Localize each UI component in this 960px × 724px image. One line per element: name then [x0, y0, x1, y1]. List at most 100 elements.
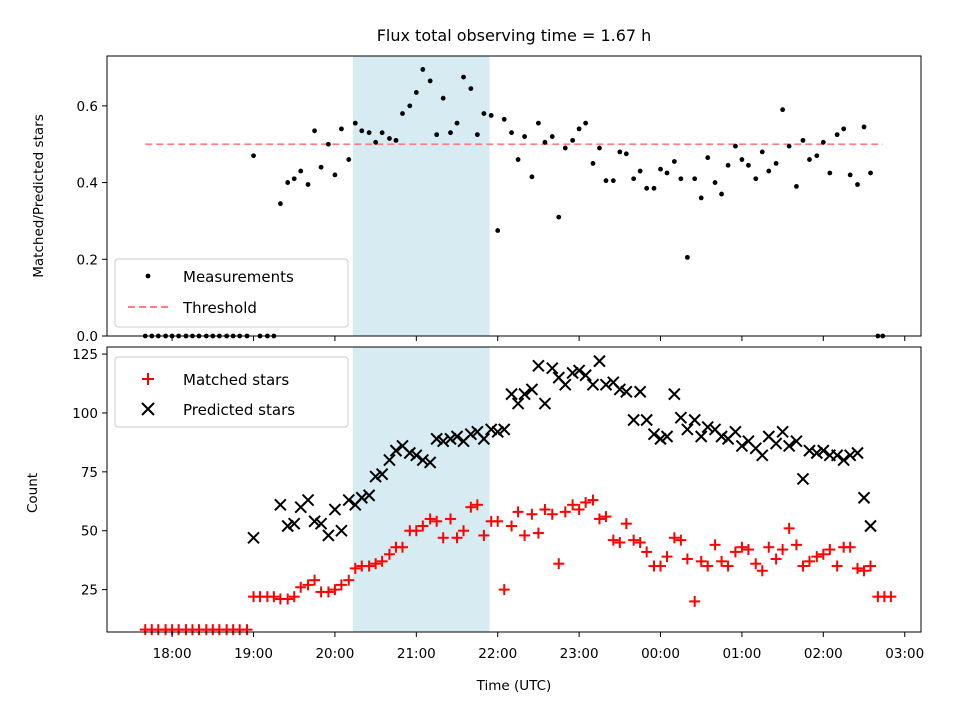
measurement-point: [583, 120, 589, 126]
measurement-point: [366, 130, 372, 136]
measurement-point: [597, 145, 602, 151]
measurement-point: [536, 120, 541, 126]
measurement-point: [698, 195, 704, 201]
matched-star-point: [437, 532, 449, 544]
bottom-x-tick-label: 03:00: [885, 646, 924, 662]
top-legend: Measurements Threshold: [114, 258, 349, 328]
top-y-tick-label: 0.4: [77, 176, 98, 192]
matched-star-point: [852, 562, 864, 574]
predicted-star-point: [579, 369, 592, 382]
predicted-star-point: [491, 425, 504, 439]
predicted-star-point: [403, 446, 417, 460]
bottom-legend-box: [114, 356, 349, 428]
matched-star-point: [628, 534, 640, 546]
measurement-point: [794, 184, 799, 189]
predicted-star-point: [593, 354, 606, 368]
matched-star-point: [417, 520, 429, 532]
matched-star-point: [349, 562, 361, 574]
matched-star-point: [675, 534, 687, 546]
bottom-x-tick-label: 18:00: [153, 646, 192, 662]
bottom-y-tick-label: 25: [81, 583, 98, 599]
measurement-point: [847, 172, 853, 178]
predicted-star-point: [790, 435, 803, 448]
matched-star-point: [580, 496, 592, 508]
measurement-point: [413, 90, 419, 95]
bottom-axes-frame: [106, 346, 922, 633]
measurement-point: [562, 145, 568, 151]
matched-star-point: [763, 541, 775, 553]
bottom-x-tick-label: 20:00: [315, 646, 354, 662]
predicted-star-point: [410, 449, 423, 462]
predicted-star-point: [681, 423, 694, 436]
bottom-x-tick-label: 21:00: [397, 646, 436, 662]
bottom-y-axis-label: Count: [25, 473, 41, 513]
predicted-star-point: [695, 430, 708, 443]
measurement-point: [834, 132, 840, 138]
matched-star-point: [824, 544, 836, 556]
measurement-point: [318, 164, 324, 170]
bottom-x-tick-label: 23:00: [560, 646, 599, 662]
measurement-point: [407, 103, 413, 109]
measurement-point: [420, 67, 426, 72]
measurement-point: [474, 132, 480, 138]
measurement-point: [746, 162, 751, 168]
measurement-point: [786, 143, 792, 149]
predicted-star-point: [668, 387, 681, 401]
matched-star-point: [742, 544, 754, 556]
predicted-star-point: [654, 432, 667, 446]
matched-star-point: [478, 529, 490, 541]
predicted-star-point: [572, 364, 586, 377]
matched-star-point: [424, 513, 436, 525]
measurement-point: [719, 191, 724, 197]
matched-star-point: [858, 565, 870, 577]
matched-star-point: [322, 586, 334, 598]
predicted-star-point: [247, 531, 260, 544]
matched-star-point: [498, 584, 510, 596]
matched-star-point: [445, 513, 457, 525]
measurement-point: [515, 157, 521, 162]
predicted-star-point: [546, 361, 559, 375]
measurement-point: [393, 137, 399, 143]
measurement-point: [617, 149, 623, 155]
top-legend-box: [114, 258, 349, 328]
predicted-star-point: [288, 517, 301, 530]
top-x-ticks: [171, 336, 906, 341]
predicted-star-points: [247, 354, 877, 544]
measurement-point: [488, 113, 494, 118]
predicted-star-point: [599, 378, 613, 391]
matched-star-point: [661, 551, 673, 563]
predicted-star-point: [729, 425, 742, 439]
matched-star-point: [559, 506, 571, 518]
predicted-star-point: [274, 498, 287, 512]
measurement-point: [759, 149, 765, 155]
measurement-point: [291, 176, 297, 182]
matched-star-point: [492, 515, 504, 527]
measurement-point: [427, 78, 433, 84]
matched-star-point: [587, 494, 599, 506]
measurement-point: [454, 120, 460, 126]
legend-predicted-label: Predicted stars: [183, 401, 295, 419]
predicted-star-point: [817, 444, 830, 457]
measurement-point: [773, 160, 779, 166]
measurement-point: [542, 139, 548, 145]
predicted-star-point: [864, 519, 877, 533]
measurement-point: [807, 157, 812, 162]
measurement-point: [623, 151, 629, 157]
predicted-star-point: [430, 432, 443, 446]
matched-star-point: [668, 532, 680, 544]
matched-star-point: [607, 534, 619, 546]
matched-star-point: [329, 584, 341, 596]
top-axes-frame: [106, 55, 922, 337]
bottom-x-tick-label: 00:00: [641, 646, 680, 662]
predicted-star-point: [281, 519, 294, 533]
measurement-point: [841, 126, 847, 132]
measurement-point: [590, 160, 596, 166]
predicted-star-point: [505, 387, 518, 401]
chart-title: Flux total observing time = 1.67 h: [377, 26, 652, 45]
predicted-star-point: [532, 359, 545, 373]
measurement-point: [800, 137, 806, 143]
predicted-star-point: [436, 435, 450, 448]
measurement-points: [142, 67, 886, 339]
predicted-star-point: [525, 383, 539, 396]
